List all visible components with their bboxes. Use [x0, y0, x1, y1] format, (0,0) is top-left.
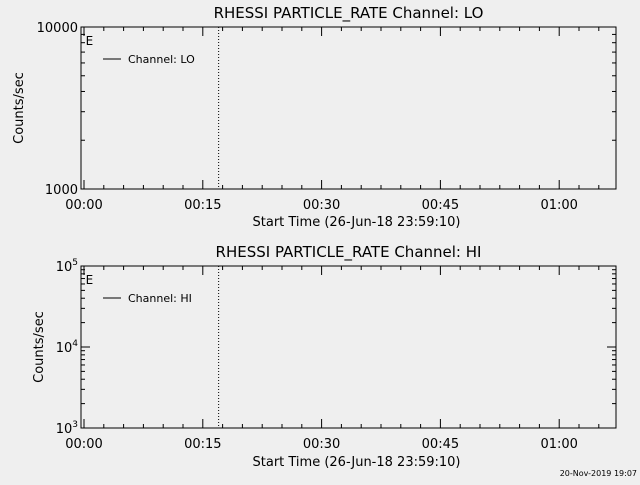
x-tick-label: 01:00: [540, 198, 577, 213]
legend-entry: Channel: LO: [128, 53, 195, 66]
plot-frame: [80, 265, 617, 429]
legend-entry: Channel: HI: [128, 292, 192, 305]
y-tick-label: 103: [56, 420, 78, 437]
x-tick-label: 00:00: [65, 198, 102, 213]
x-tick-label: 00:15: [184, 198, 221, 213]
y-tick-label: 104: [56, 339, 79, 356]
chart-title: RHESSI PARTICLE_RATE Channel: HI: [216, 243, 482, 262]
x-tick-label: 00:30: [303, 198, 340, 213]
marker-label: E: [86, 273, 94, 287]
y-axis-label: Counts/sec: [32, 311, 47, 383]
marker-label: E: [86, 34, 94, 48]
panel-2: RHESSI PARTICLE_RATE Channel: HI Start Ti…: [32, 243, 617, 470]
plot-frame: [80, 26, 617, 190]
y-tick-label: 105: [56, 258, 78, 275]
y-axis-label: Counts/sec: [12, 72, 27, 144]
x-tick-label: 00:30: [303, 437, 340, 452]
y-tick-label: 1000: [45, 183, 78, 198]
x-tick-label: 00:00: [65, 437, 102, 452]
x-tick-label: 00:15: [184, 437, 221, 452]
x-axis-label: Start Time (26-Jun-18 23:59:10): [253, 455, 461, 470]
x-tick-label: 00:45: [422, 198, 459, 213]
y-tick-label: 10000: [37, 21, 78, 36]
x-tick-label: 00:45: [422, 437, 459, 452]
panel-1: RHESSI PARTICLE_RATE Channel: LO Start Ti…: [12, 4, 617, 230]
chart-title: RHESSI PARTICLE_RATE Channel: LO: [214, 4, 484, 23]
x-tick-label: 01:00: [540, 437, 577, 452]
x-axis-label: Start Time (26-Jun-18 23:59:10): [253, 215, 461, 230]
